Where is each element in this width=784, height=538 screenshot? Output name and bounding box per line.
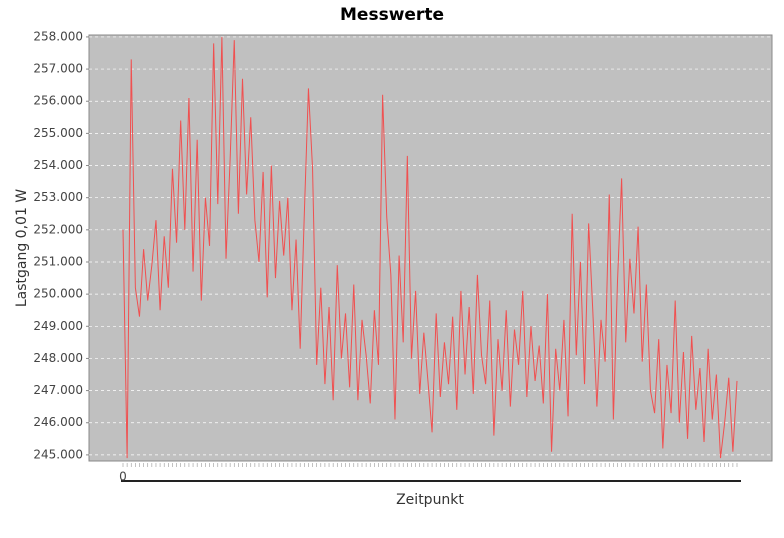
x-axis-label: Zeitpunkt xyxy=(396,492,464,508)
y-tick-label: 256.000 xyxy=(33,94,83,108)
x-tick-label: 0 xyxy=(119,470,127,484)
y-tick-label: 245.000 xyxy=(33,447,83,461)
y-tick-label: 248.000 xyxy=(33,351,83,365)
y-tick-label: 257.000 xyxy=(33,62,83,76)
y-tick-label: 246.000 xyxy=(33,415,83,429)
y-tick-label: 254.000 xyxy=(33,158,83,172)
plot-area xyxy=(88,34,773,462)
y-tick-label: 253.000 xyxy=(33,190,83,204)
y-tick-label: 250.000 xyxy=(33,287,83,301)
y-tick-label: 249.000 xyxy=(33,319,83,333)
y-tick-label: 255.000 xyxy=(33,126,83,140)
chart-title: Messwerte xyxy=(340,5,444,25)
y-axis-label: Lastgang 0,01 W xyxy=(14,189,30,307)
y-tick-label: 252.000 xyxy=(33,222,83,236)
data-line xyxy=(122,36,738,459)
y-tick-label: 251.000 xyxy=(33,254,83,268)
y-tick-label: 258.000 xyxy=(33,29,83,43)
y-tick-label: 247.000 xyxy=(33,383,83,397)
